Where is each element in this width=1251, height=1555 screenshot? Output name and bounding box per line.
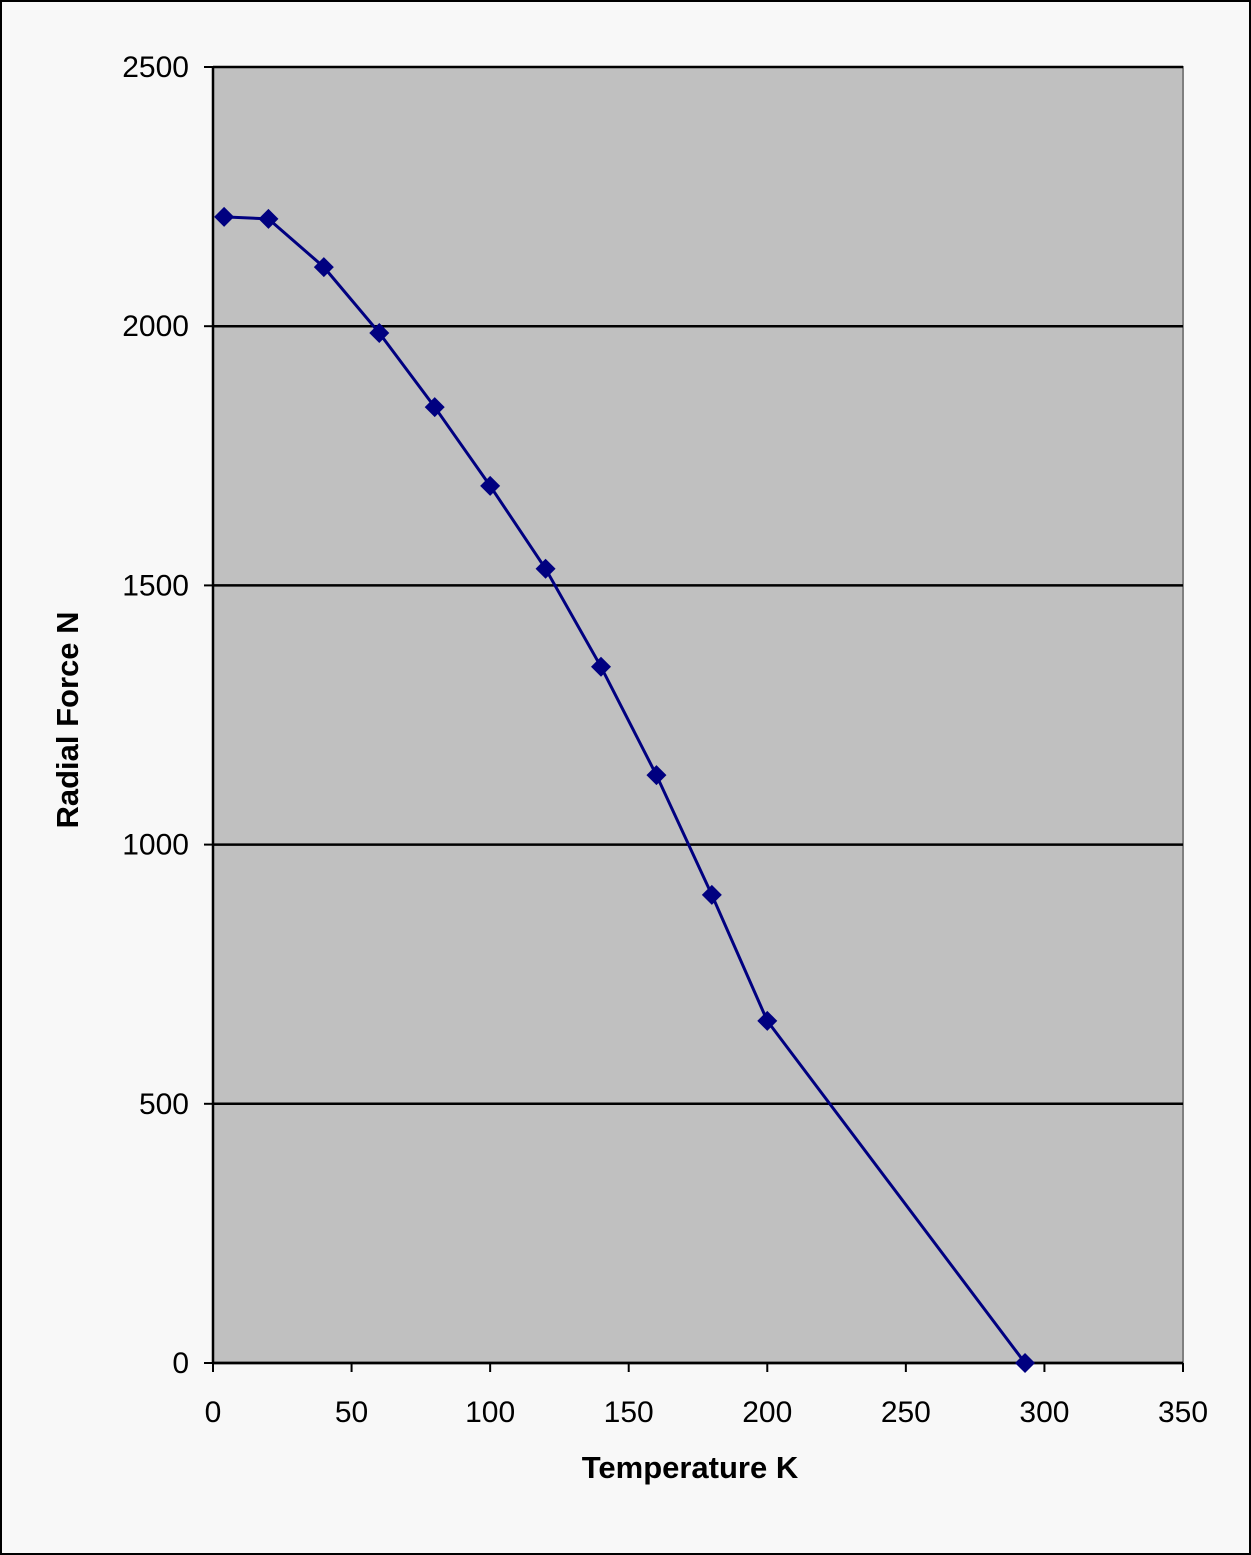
y-tick-label: 2000 <box>122 310 189 343</box>
y-tick-label: 1500 <box>122 569 189 602</box>
x-tick-label: 200 <box>742 1396 792 1429</box>
data-point <box>701 884 722 905</box>
data-point <box>258 208 279 229</box>
x-tick-label: 350 <box>1158 1396 1208 1429</box>
data-point <box>757 1010 778 1031</box>
data-point <box>313 257 334 278</box>
data-point <box>1015 1353 1036 1373</box>
data-point <box>369 322 390 343</box>
series-line <box>224 215 1027 1364</box>
x-tick-label: 50 <box>335 1396 368 1429</box>
y-tick-label: 0 <box>172 1347 189 1380</box>
x-tick-label: 250 <box>881 1396 931 1429</box>
x-tick-label: 100 <box>465 1396 515 1429</box>
y-axis-label: Radial Force N <box>50 611 85 828</box>
data-point <box>591 656 611 677</box>
y-tick-label: 500 <box>139 1088 189 1121</box>
data-point <box>480 475 501 496</box>
data-point <box>535 558 556 579</box>
y-tick-label: 2500 <box>122 51 189 84</box>
data-point <box>646 765 667 786</box>
x-tick-label: 300 <box>1019 1396 1069 1429</box>
x-tick-label: 150 <box>604 1396 654 1429</box>
plot-area <box>212 66 1184 1364</box>
x-tick-label: 0 <box>205 1396 222 1429</box>
data-point <box>214 206 235 227</box>
x-axis-label: Temperature K <box>582 1450 799 1485</box>
data-point <box>424 397 445 418</box>
y-tick-label: 1000 <box>122 829 189 862</box>
